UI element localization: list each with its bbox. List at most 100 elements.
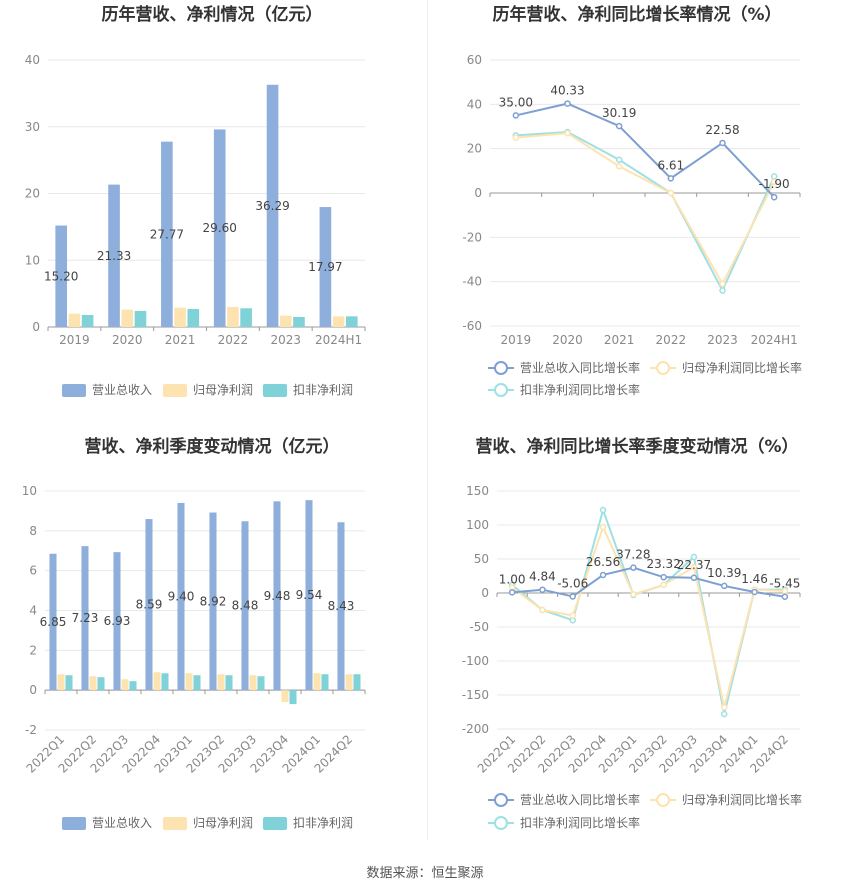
y-tick-label: -60 [462, 319, 482, 333]
series-point-2 [690, 553, 698, 561]
x-tick-label: 2023 [270, 333, 301, 347]
chart-title: 历年营收、净利情况（亿元） [102, 4, 323, 25]
series-point-0 [564, 100, 571, 107]
y-tick-label: 2 [29, 643, 37, 657]
bar-1 [332, 316, 345, 327]
bar-1 [57, 674, 65, 691]
legend-item: 营业总收入 [62, 383, 152, 397]
legend-label: 营业总收入同比增长率 [520, 360, 640, 375]
p3-svg: 营收、净利季度变动情况（亿元）-202468102022Q12022Q22022… [22, 436, 366, 830]
legend-label: 扣非净利润同比增长率 [520, 382, 640, 397]
chart-title: 营收、净利季度变动情况（亿元） [85, 436, 340, 457]
bar-1 [313, 673, 321, 691]
bar-2 [129, 681, 137, 691]
data-label: 7.23 [72, 611, 99, 625]
series-point-0 [539, 586, 546, 593]
bar-2 [353, 674, 361, 691]
bar-0 [273, 501, 281, 691]
x-tick-label: 2021 [165, 333, 196, 347]
y-tick-label: 0 [29, 683, 37, 697]
y-tick-label: 4 [29, 604, 37, 618]
legend-item: 扣非净利润 [263, 816, 353, 830]
series-line-1 [511, 524, 785, 708]
series-point-1 [667, 189, 675, 197]
series-line-0 [512, 566, 786, 598]
bar-2 [240, 308, 252, 327]
y-tick-label: 10 [22, 484, 37, 498]
bar-1 [121, 679, 129, 691]
legend-label: 营业总收入 [92, 383, 152, 397]
legend-marker [494, 383, 508, 397]
series-point-0 [569, 593, 576, 600]
data-label: 9.54 [296, 588, 323, 602]
data-label: 23.32 [646, 557, 680, 571]
bar-1 [89, 676, 97, 691]
data-label: 1.46 [741, 572, 768, 586]
bar-0 [319, 207, 332, 327]
series-point-1 [512, 134, 520, 141]
y-tick-label: -100 [462, 654, 489, 668]
data-label: 4.84 [529, 570, 556, 584]
series-point-0 [599, 571, 607, 579]
legend-item: 归母净利润 [163, 816, 253, 830]
series-point-0 [667, 175, 675, 182]
bar-2 [65, 675, 73, 691]
quarterly-growth-rate-chart: 营收、净利同比增长率季度变动情况（%） -200 -150 -100 -50 0 50 100… [425, 425, 850, 865]
legend-swatch [263, 384, 287, 397]
bar-1 [153, 672, 161, 691]
legend-marker [494, 361, 508, 375]
bar-0 [108, 184, 120, 327]
bar-1 [217, 674, 225, 691]
bar-0 [177, 502, 185, 691]
bar-1 [185, 673, 193, 691]
legend-label: 营业总收入同比增长率 [520, 792, 640, 807]
legend-item: 扣非净利润 [263, 383, 353, 397]
bar-2 [161, 673, 169, 691]
legend-marker [656, 361, 670, 375]
bar-2 [321, 674, 329, 691]
y-tick-label: 20 [25, 187, 40, 201]
bar-0 [209, 512, 217, 691]
data-label: -5.06 [557, 576, 588, 590]
bar-1 [281, 690, 289, 703]
series-point-0 [690, 574, 698, 582]
data-label: 17.97 [308, 260, 342, 274]
legend-label: 扣非净利润同比增长率 [520, 815, 640, 830]
series-point-2 [599, 506, 607, 514]
legend-swatch [62, 817, 86, 830]
annual-growth-rate-chart: 历年营收、净利同比增长率情况（%） -60 -40 -20 0 20 40 60 2019 202… [425, 0, 850, 410]
series-point-1 [690, 563, 698, 571]
legend-label: 扣非净利润 [293, 816, 353, 830]
data-label: 6.93 [104, 614, 131, 628]
legend-label: 营业总收入 [92, 816, 152, 830]
chart-title: 历年营收、净利同比增长率情况（%） [492, 4, 781, 25]
quarterly-revenue-profit-chart: 营收、净利季度变动情况（亿元） -2 0 2 4 6 8 10 2022Q1 2022Q2 2022… [0, 425, 425, 865]
data-label: -1.90 [759, 177, 790, 191]
series-point-0 [615, 122, 623, 130]
series-point-0 [770, 193, 778, 201]
y-tick-label: -2 [25, 723, 37, 737]
series-point-1 [564, 129, 571, 137]
series-point-1 [539, 606, 546, 614]
x-tick-label: 2024H1 [751, 333, 798, 347]
series-point-1 [660, 581, 667, 589]
y-tick-label: 40 [467, 97, 482, 111]
p4-svg: 营收、净利同比增长率季度变动情况（%） -200 -150 -100 -50 0 50 100… [462, 436, 802, 830]
annual-revenue-profit-chart: 历年营收、净利情况（亿元） 0 10 20 30 40 2019 2020 2021 2022 20… [0, 0, 425, 410]
series-point-0 [508, 589, 516, 596]
bar-1 [68, 313, 81, 327]
legend-marker [494, 816, 508, 830]
bar-0 [145, 519, 153, 691]
series-point-0 [630, 564, 637, 571]
bar-0 [213, 129, 226, 327]
legend-item: 营业总收入同比增长率 [488, 792, 640, 807]
data-label: 37.28 [616, 548, 650, 562]
series-point-2 [721, 710, 728, 718]
x-tick-label: 2019 [59, 333, 90, 347]
legend-swatch [163, 384, 187, 397]
x-tick-label: 2022 [656, 333, 687, 347]
bar-1 [279, 315, 292, 327]
y-tick-label: -20 [462, 230, 482, 244]
y-tick-label: 6 [29, 564, 37, 578]
legend-swatch [163, 817, 187, 830]
